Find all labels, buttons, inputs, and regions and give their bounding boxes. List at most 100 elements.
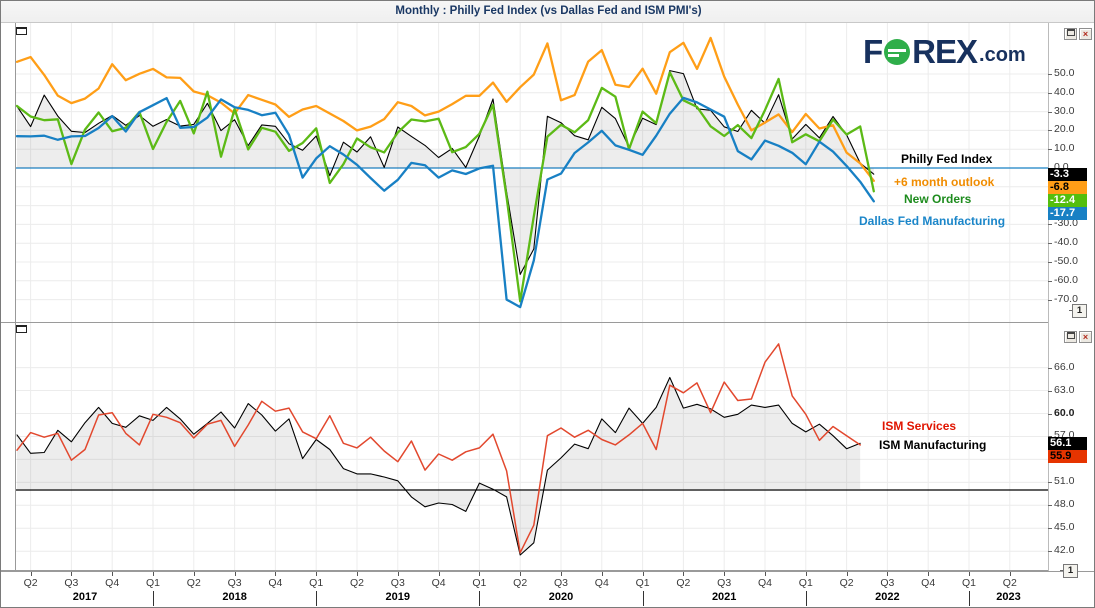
restore-button[interactable]	[1064, 28, 1077, 40]
quarter-label: Q2	[349, 577, 364, 589]
forex-logo: F REX .com	[863, 35, 1026, 68]
quarter-label: Q4	[921, 577, 936, 589]
panel-collapse-icon[interactable]	[16, 27, 27, 35]
y-axis-tick	[1048, 367, 1052, 369]
logo-dotcom: .com	[979, 44, 1026, 66]
y-axis-label: 0.0	[1054, 161, 1069, 173]
y-axis-label: 48.0	[1054, 498, 1075, 511]
series-label-dallas-fed: Dallas Fed Manufacturing	[859, 214, 1006, 228]
quarter-label: Q4	[431, 577, 446, 589]
y-axis-label: 60.0	[1054, 406, 1075, 419]
plot-canvas[interactable]	[1, 323, 1095, 571]
panel-collapse-icon[interactable]	[16, 325, 27, 333]
logo-f: F	[863, 33, 883, 70]
y-axis-label: -50.0	[1054, 255, 1078, 267]
title-bar: Monthly : Philly Fed Index (vs Dallas Fe…	[1, 1, 1094, 23]
series-fill	[17, 377, 861, 555]
quarter-tick	[928, 572, 930, 576]
quarter-label: Q2	[186, 577, 201, 589]
quarter-label: Q1	[798, 577, 813, 589]
last-value-outlook: -6.8	[1048, 181, 1087, 194]
y-axis-tick	[1048, 436, 1052, 438]
quarter-label: Q2	[23, 577, 38, 589]
y-axis-label: -70.0	[1054, 292, 1078, 305]
bottom-panel[interactable]: × 66.063.060.057.054.051.048.045.042.0IS…	[1, 323, 1095, 571]
quarter-tick	[479, 572, 481, 576]
restore-button[interactable]	[1064, 331, 1077, 343]
series-label-philly-fed: Philly Fed Index	[901, 152, 993, 166]
y-axis-label: 50.0	[1054, 67, 1075, 79]
quarter-label: Q4	[105, 577, 120, 589]
logo-o-icon	[884, 38, 911, 65]
y-axis-tick	[1048, 413, 1052, 415]
last-value-new-orders: -12.4	[1048, 194, 1087, 207]
quarter-label: Q2	[839, 577, 854, 589]
quarter-label: Q1	[961, 577, 976, 589]
y-axis-tick	[1048, 551, 1052, 553]
quarter-label: Q1	[309, 577, 324, 589]
quarter-tick	[30, 572, 32, 576]
quarter-tick	[112, 572, 114, 576]
y-axis-label: 10.0	[1054, 142, 1075, 155]
y-axis-label: 42.0	[1054, 544, 1075, 557]
year-tick	[479, 591, 481, 606]
gridlines	[15, 323, 1048, 570]
y-axis-tick	[1048, 482, 1052, 484]
pane-number-badge[interactable]: 1	[1069, 304, 1087, 318]
quarter-label: Q2	[513, 577, 528, 589]
series-line	[15, 71, 875, 303]
top-panel[interactable]: F REX .com × 1 50.0 40.0 30.0 20.0 10.0 0.0 -30.…	[1, 23, 1095, 323]
y-axis-label: 63.0	[1054, 383, 1075, 396]
quarter-label: Q4	[594, 577, 609, 589]
y-axis-label: 40.0	[1054, 85, 1075, 98]
quarter-tick	[765, 572, 766, 576]
x-axis: Q2 Q3 Q4 Q1 Q2 Q3 Q4 Q1 Q2 Q3 Q4 Q1 Q2 Q3 Q4 Q1 Q2 Q3 Q4 Q1…	[1, 571, 1094, 607]
quarter-label: Q4	[268, 577, 283, 589]
pane-number-badge[interactable]: 1	[1060, 564, 1078, 578]
last-value-philly-fed: -3.3	[1048, 168, 1087, 181]
quarter-label: Q3	[717, 577, 732, 589]
quarter-label: Q3	[390, 577, 405, 589]
series-line	[15, 36, 875, 182]
quarter-tick	[969, 572, 970, 576]
quarter-tick	[71, 572, 73, 576]
y-axis-tick	[1048, 92, 1052, 94]
y-axis-label: 45.0	[1054, 521, 1075, 534]
quarter-label: Q1	[145, 577, 160, 589]
series-label-ism-services: ISM Services	[882, 419, 957, 433]
y-axis-tick	[1048, 149, 1052, 151]
quarter-label: Q1	[472, 577, 487, 589]
year-label: 2021	[711, 591, 737, 603]
year-label: 2022	[875, 591, 900, 603]
close-icon[interactable]: ×	[1079, 331, 1092, 343]
year-tick	[316, 591, 318, 606]
series-fill	[17, 70, 874, 275]
quarter-label: Q3	[880, 577, 895, 589]
quarter-tick	[805, 572, 807, 576]
quarter-tick	[153, 572, 154, 576]
quarter-tick	[397, 572, 399, 576]
y-axis-label: 66.0	[1054, 360, 1075, 373]
y-axis-tick	[1048, 390, 1052, 392]
quarter-label: Q3	[64, 577, 79, 589]
quarter-label: Q2	[676, 577, 691, 589]
y-axis-tick	[1048, 505, 1052, 507]
year-tick	[969, 591, 970, 606]
y-axis-tick	[1048, 224, 1052, 226]
close-icon[interactable]: ×	[1079, 28, 1092, 40]
y-axis-tick	[1048, 280, 1052, 282]
plot-canvas[interactable]	[1, 23, 1095, 323]
y-axis-label: -60.0	[1054, 273, 1078, 286]
year-tick	[642, 591, 644, 606]
quarter-label: Q3	[553, 577, 568, 589]
quarter-label: Q3	[227, 577, 242, 589]
year-tick	[153, 591, 154, 606]
quarter-label: Q1	[635, 577, 650, 589]
logo-rex: REX	[912, 33, 978, 70]
year-label: 2020	[548, 591, 574, 603]
quarter-tick	[357, 572, 358, 576]
y-axis-tick	[1048, 528, 1052, 530]
y-axis-tick	[1048, 299, 1052, 301]
quarter-tick	[275, 572, 277, 576]
quarter-tick	[846, 572, 848, 576]
